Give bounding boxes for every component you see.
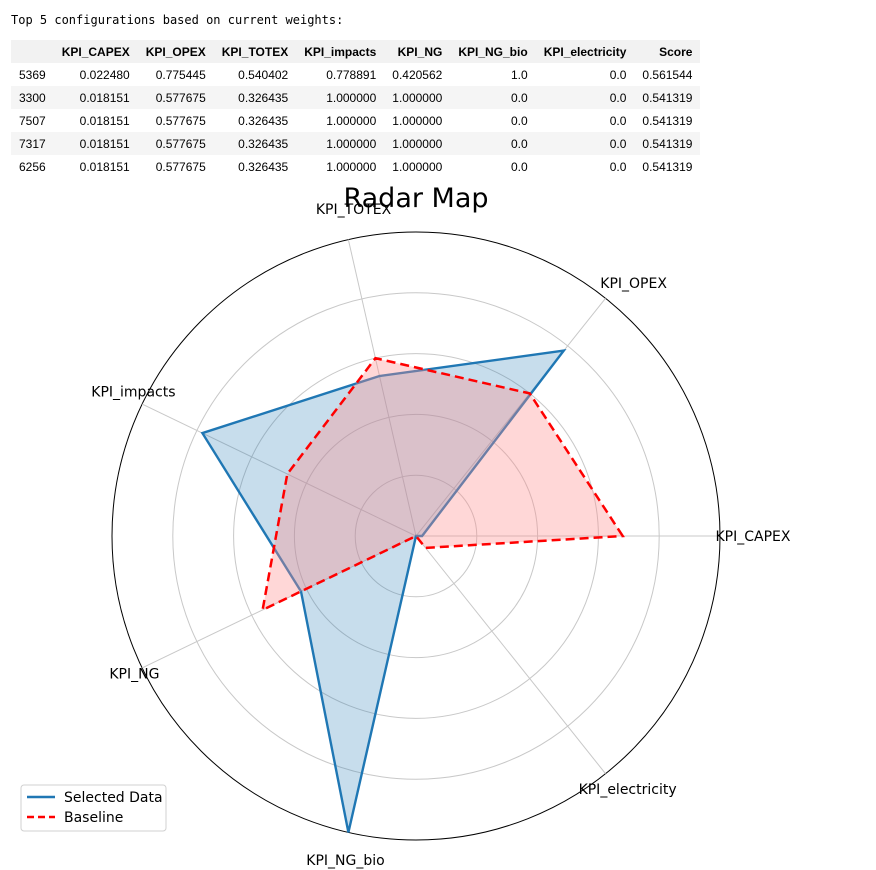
table-cell: 1.000000 xyxy=(296,86,385,109)
table-cell: 1.000000 xyxy=(384,86,451,109)
axis-label: KPI_NG_bio xyxy=(306,853,384,869)
table-cell: 0.018151 xyxy=(79,113,130,128)
table-cell: 0.018151 xyxy=(53,86,138,109)
row-index: 3300 xyxy=(11,86,54,109)
table-cell: 0.561544 xyxy=(642,67,693,82)
table-cell: 1.000000 xyxy=(392,159,443,174)
column-header: Score xyxy=(634,40,701,63)
table-cell: 0.540402 xyxy=(238,67,289,82)
table-cell: 1.000000 xyxy=(296,132,385,155)
table-cell: 0.0 xyxy=(609,67,627,82)
table-cell: 0.541319 xyxy=(634,132,701,155)
axis-label: KPI_electricity xyxy=(579,782,677,798)
table-cell: 0.326435 xyxy=(238,113,289,128)
radar-series xyxy=(200,349,625,833)
table-row: 3300 0.018151 0.577675 0.326435 1.000000 1.00… xyxy=(11,86,701,109)
table-body: 5369 0.022480 0.775445 0.540402 0.778891 0.42… xyxy=(11,63,701,178)
column-header: KPI_NG xyxy=(384,40,451,63)
table-cell: 1.0 xyxy=(511,67,528,82)
axis-label: KPI_NG xyxy=(109,667,159,683)
series-area xyxy=(202,350,564,833)
radar-chart: Radar Map KPI_CAPEXKPI_OPEXKPI_TOTEXKPI_… xyxy=(20,183,791,869)
table-cell: 0.577675 xyxy=(137,86,214,109)
table-cell: 0.0 xyxy=(450,132,536,155)
chart-title: Radar Map xyxy=(343,183,488,214)
table-caption: Top 5 configurations based on current we… xyxy=(11,13,344,27)
table-cell: 0.022480 xyxy=(79,67,130,82)
series-area xyxy=(262,358,623,610)
axis-label: KPI_OPEX xyxy=(600,276,667,292)
series-line xyxy=(200,349,567,833)
top-configurations-table: KPI_CAPEX KPI_OPEX KPI_TOTEX KPI_impacts KPI… xyxy=(11,40,701,178)
column-header: KPI_NG_bio xyxy=(450,40,536,63)
table-cell: 0.326435 xyxy=(213,132,297,155)
table-cell: 0.577675 xyxy=(155,159,206,174)
table-cell: 0.420562 xyxy=(392,67,443,82)
table-cell: 0.326435 xyxy=(238,159,289,174)
table-cell: 0.0 xyxy=(609,159,627,174)
table-cell: 0.775445 xyxy=(155,67,206,82)
table-cell: 0.577675 xyxy=(155,113,206,128)
table-cell: 0.541319 xyxy=(642,159,693,174)
table-cell: 0.541319 xyxy=(642,113,693,128)
chart-legend: Selected Data Baseline xyxy=(20,784,167,832)
column-header: KPI_OPEX xyxy=(137,40,214,63)
table-cell: 0.0 xyxy=(511,113,528,128)
table-cell: 0.0 xyxy=(609,113,627,128)
table-cell: 1.000000 xyxy=(326,159,377,174)
table-cell: 1.000000 xyxy=(384,132,451,155)
axis-spoke xyxy=(141,403,417,537)
table-cell: 0.778891 xyxy=(326,67,377,82)
table-cell: 0.018151 xyxy=(53,132,138,155)
radar-axis-labels: KPI_CAPEX KPI_OPEX KPI_TOTEX KPI_impacts KPI… xyxy=(91,202,791,869)
series-line xyxy=(260,356,625,613)
column-header xyxy=(11,40,54,63)
table-cell: 0.577675 xyxy=(137,132,214,155)
row-index: 5369 xyxy=(19,67,46,82)
axis-spoke xyxy=(415,535,606,774)
legend-label: Baseline xyxy=(64,810,123,826)
axis-label: KPI_TOTEX xyxy=(316,202,392,218)
column-header: KPI_TOTEX xyxy=(213,40,297,63)
table-cell: 0.0 xyxy=(511,159,528,174)
table-cell: 0.0 xyxy=(535,132,635,155)
table-cell: 0.326435 xyxy=(213,86,297,109)
table-row: 6256 0.018151 0.577675 0.326435 1.000000 1.00… xyxy=(11,155,700,178)
table-cell: 0.0 xyxy=(450,86,536,109)
legend-box xyxy=(20,784,167,832)
table-row: 5369 0.022480 0.775445 0.540402 0.778891 0.42… xyxy=(11,63,700,86)
table-cell: 0.541319 xyxy=(634,86,701,109)
table-header-row: KPI_CAPEX KPI_OPEX KPI_TOTEX KPI_impacts KPI… xyxy=(11,40,701,63)
row-index: 6256 xyxy=(19,159,46,174)
table-row: 7317 0.018151 0.577675 0.326435 1.000000 1.00… xyxy=(11,132,701,155)
table-cell: 1.000000 xyxy=(326,113,377,128)
table-cell: 0.018151 xyxy=(79,159,130,174)
column-header: KPI_electricity xyxy=(535,40,635,63)
column-header: KPI_impacts xyxy=(296,40,385,63)
legend-label: Selected Data xyxy=(64,790,163,806)
row-index: 7317 xyxy=(11,132,54,155)
axis-label: KPI_CAPEX xyxy=(716,529,791,545)
table-cell: 1.000000 xyxy=(392,113,443,128)
axis-label: KPI_impacts xyxy=(91,385,175,401)
axis-spoke xyxy=(415,298,606,537)
table-row: 7507 0.018151 0.577675 0.326435 1.000000 1.00… xyxy=(11,109,700,132)
column-header: KPI_CAPEX xyxy=(53,40,138,63)
axis-spoke xyxy=(347,239,417,537)
table-cell: 0.0 xyxy=(535,86,635,109)
row-index: 7507 xyxy=(19,113,46,128)
